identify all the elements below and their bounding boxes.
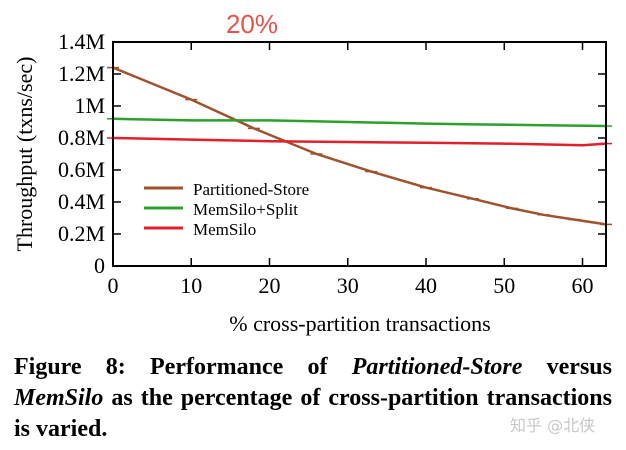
x-tick-label: 0	[108, 273, 119, 298]
caption-italic: MemSilo	[14, 385, 104, 411]
caption-text: Performance of	[125, 354, 352, 380]
series-line-memsilo-split	[112, 117, 607, 128]
watermark: 知乎 @北侠	[510, 416, 596, 435]
legend-label: MemSilo	[193, 220, 256, 239]
x-tick-label: 10	[180, 273, 202, 298]
x-axis-label: % cross-partition transactions	[229, 311, 491, 336]
plot-frame	[112, 41, 607, 267]
caption-italic: Partitioned-Store	[351, 354, 523, 380]
y-tick-label: 1M	[74, 93, 105, 118]
y-tick-label: 0.4M	[58, 189, 105, 214]
figure-caption: Figure 8: Performance of Partitioned-Sto…	[14, 352, 612, 445]
x-tick-label: 40	[415, 273, 437, 298]
annotation: 20%	[226, 9, 278, 39]
x-tick-label: 50	[493, 273, 515, 298]
caption-label: Figure 8:	[14, 354, 126, 380]
x-tick-label: 30	[337, 273, 359, 298]
legend-label: Partitioned-Store	[193, 180, 309, 199]
series-line-memsilo	[112, 136, 607, 147]
y-tick-label: 0	[94, 253, 105, 278]
x-tick-label: 60	[572, 273, 594, 298]
y-axis-label: Throughput (txns/sec)	[12, 57, 37, 252]
x-tick-label: 20	[259, 273, 281, 298]
caption-text: as the percentage of cross-partition tra…	[14, 385, 612, 442]
throughput-chart: 0 10 20 30 40 50 60 0 0.2M 0.4M 0.6M 0.8M 1M 1.2M 1.4M…	[12, 9, 612, 336]
y-tick-label: 0.8M	[58, 125, 105, 150]
y-tick-label: 1.4M	[58, 29, 105, 54]
y-tick-label: 0.6M	[58, 157, 105, 182]
y-tick-label: 0.2M	[58, 221, 105, 246]
y-tick-label: 1.2M	[58, 61, 105, 86]
legend-label: MemSilo+Split	[193, 200, 298, 219]
series-line-partitioned-store	[112, 66, 607, 226]
caption-text: versus	[522, 354, 612, 380]
